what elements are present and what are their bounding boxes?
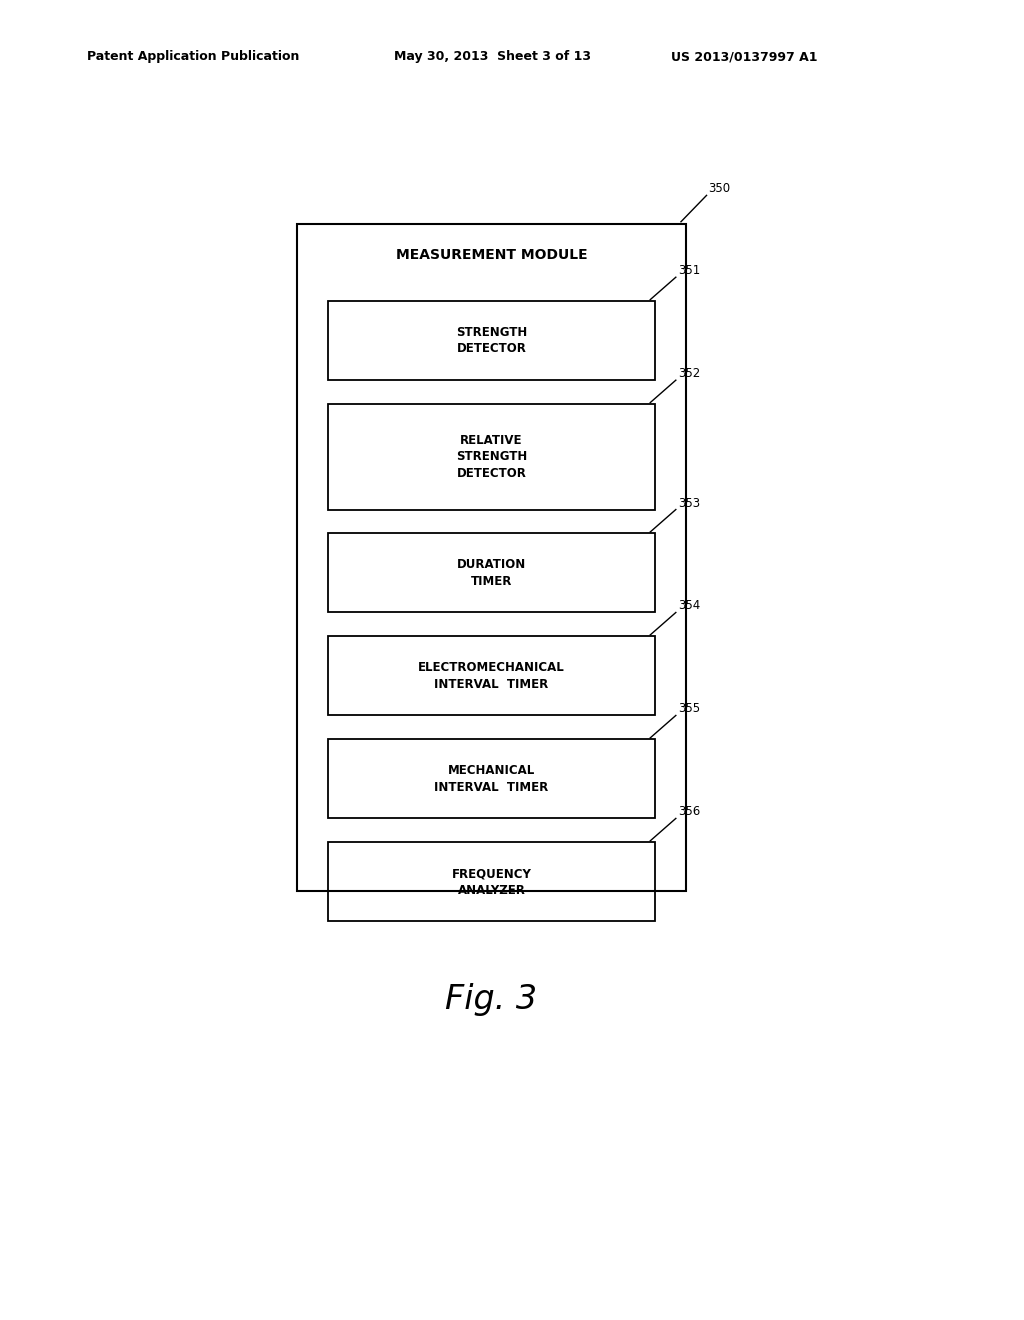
Text: ELECTROMECHANICAL
INTERVAL  TIMER: ELECTROMECHANICAL INTERVAL TIMER [418,661,565,690]
Text: DURATION
TIMER: DURATION TIMER [457,558,526,587]
Text: Fig. 3: Fig. 3 [445,983,538,1016]
Text: US 2013/0137997 A1: US 2013/0137997 A1 [671,50,817,63]
Text: 354: 354 [678,599,700,612]
Text: Patent Application Publication: Patent Application Publication [87,50,299,63]
Bar [328,739,655,818]
Text: MEASUREMENT MODULE: MEASUREMENT MODULE [395,248,588,263]
Text: 350: 350 [709,182,731,195]
Bar [297,224,686,891]
Text: STRENGTH
DETECTOR: STRENGTH DETECTOR [456,326,527,355]
Text: 356: 356 [678,805,700,818]
Text: 353: 353 [678,496,700,510]
Text: MECHANICAL
INTERVAL  TIMER: MECHANICAL INTERVAL TIMER [434,764,549,793]
Bar [328,636,655,715]
Bar [328,842,655,921]
Text: 352: 352 [678,367,700,380]
Text: 355: 355 [678,702,700,715]
Text: RELATIVE
STRENGTH
DETECTOR: RELATIVE STRENGTH DETECTOR [456,434,527,479]
Bar [328,301,655,380]
Text: May 30, 2013  Sheet 3 of 13: May 30, 2013 Sheet 3 of 13 [394,50,591,63]
Text: 351: 351 [678,264,700,277]
Bar [328,533,655,612]
Text: FREQUENCY
ANALYZER: FREQUENCY ANALYZER [452,867,531,896]
Bar [328,404,655,510]
